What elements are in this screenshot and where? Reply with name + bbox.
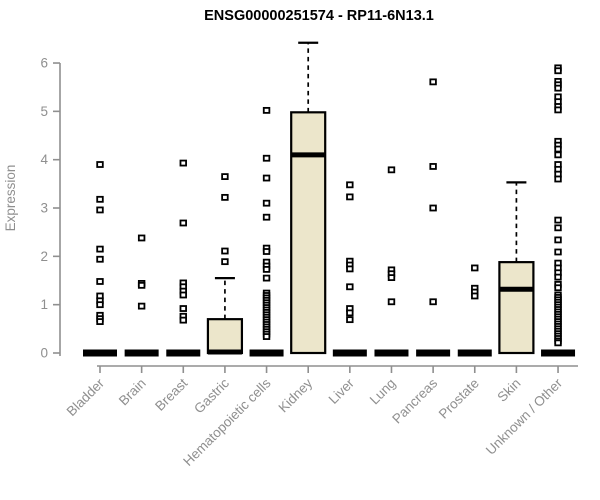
chart-title: ENSG00000251574 - RP11-6N13.1 <box>204 8 434 24</box>
collapsed-box <box>332 349 367 357</box>
collapsed-box <box>457 349 492 357</box>
box <box>206 318 244 355</box>
x-tick-label: Pancreas <box>389 375 440 426</box>
outlier-point <box>262 199 271 207</box>
outlier-point <box>554 151 562 159</box>
y-tick-label: 4 <box>40 152 48 167</box>
outlier-point <box>262 106 271 114</box>
x-tick-label: Gastric <box>191 375 232 416</box>
boxes-and-points <box>83 41 576 357</box>
outlier-point <box>262 333 271 340</box>
x-tick-label: Skin <box>494 376 523 405</box>
outlier-point <box>262 213 271 221</box>
x-tick-label: Unknown / Other <box>483 375 566 458</box>
outlier-point <box>262 248 271 255</box>
outlier-point <box>96 161 104 168</box>
outlier-point <box>387 298 396 306</box>
outlier-point <box>262 174 271 182</box>
outlier-point <box>137 234 146 242</box>
outlier-point <box>96 318 104 325</box>
outlier-point <box>96 255 104 263</box>
outlier-point <box>554 84 562 92</box>
x-tick-label: Prostate <box>436 376 482 422</box>
collapsed-box <box>249 349 284 357</box>
outlier-point <box>554 175 562 183</box>
outlier-point <box>262 154 271 162</box>
collapsed-box <box>374 349 409 357</box>
collapsed-box <box>541 349 576 357</box>
y-tick-label: 6 <box>40 56 48 71</box>
outlier-point <box>96 278 104 285</box>
outlier-point <box>429 204 437 212</box>
x-tick-label: Breast <box>152 375 190 413</box>
outlier-point <box>96 195 104 203</box>
outlier-point <box>179 291 187 299</box>
y-tick-label: 1 <box>40 297 48 312</box>
outlier-point <box>346 309 354 317</box>
outlier-point <box>554 145 562 153</box>
outlier-point <box>554 273 562 281</box>
x-tick-label: Liver <box>326 375 358 407</box>
outlier-point <box>221 193 229 201</box>
outlier-point <box>429 78 437 86</box>
outlier-point <box>346 265 354 273</box>
outlier-point <box>554 106 562 114</box>
outlier-point <box>96 206 104 214</box>
outlier-point <box>221 258 229 266</box>
outlier-point <box>429 163 437 170</box>
outlier-point <box>554 284 562 292</box>
outlier-point <box>346 193 354 201</box>
collapsed-box <box>124 349 159 357</box>
outlier-point <box>346 181 354 189</box>
outlier-point <box>137 281 146 289</box>
x-tick-label: Bladder <box>64 375 108 419</box>
outlier-point <box>221 247 229 255</box>
outlier-point <box>554 339 562 347</box>
outlier-point <box>179 219 187 227</box>
outlier-point <box>471 292 479 300</box>
x-tick-label: Kidney <box>276 375 316 415</box>
outlier-point <box>221 173 229 180</box>
outlier-point <box>554 236 562 244</box>
outlier-point <box>387 166 396 174</box>
outlier-point <box>179 159 187 167</box>
y-tick-label: 0 <box>40 346 48 361</box>
outlier-point <box>262 274 271 282</box>
outlier-point <box>554 67 562 75</box>
outlier-point <box>346 283 354 291</box>
outlier-point <box>554 216 562 224</box>
outlier-point <box>429 298 437 306</box>
outlier-point <box>179 316 187 324</box>
y-axis-title: Expression <box>3 165 18 232</box>
collapsed-box <box>416 349 451 357</box>
outlier-point <box>96 301 104 309</box>
outlier-point <box>471 264 479 272</box>
box <box>498 261 535 355</box>
box <box>290 111 327 355</box>
outlier-point <box>262 265 271 273</box>
outlier-point <box>96 245 104 253</box>
collapsed-box <box>83 349 117 357</box>
outlier-point <box>179 305 187 312</box>
outlier-point <box>554 248 562 256</box>
collapsed-box <box>166 349 201 357</box>
y-tick-label: 5 <box>40 104 48 119</box>
x-tick-label: Brain <box>116 376 149 409</box>
outlier-point <box>554 224 562 232</box>
y-tick-label: 3 <box>40 201 48 216</box>
outlier-point <box>346 316 354 324</box>
outlier-point <box>387 274 396 282</box>
outlier-point <box>137 302 146 310</box>
y-tick-label: 2 <box>40 249 48 264</box>
x-tick-label: Lung <box>367 376 399 408</box>
